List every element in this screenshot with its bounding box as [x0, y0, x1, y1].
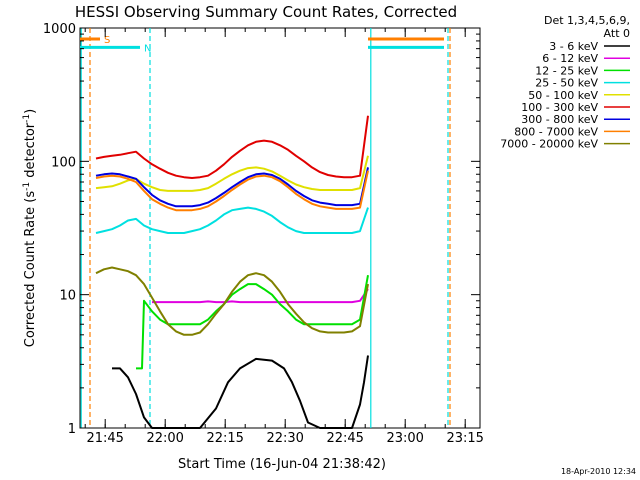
x-tick-label: 22:15	[206, 431, 243, 446]
series-line	[95, 206, 369, 234]
legend-header-line2: Att 0	[604, 27, 630, 40]
legend-label: 7000 - 20000 keV	[500, 138, 598, 151]
plot-area: SN	[79, 27, 481, 429]
series-line	[95, 167, 369, 208]
y-tick-label: 10	[59, 289, 76, 304]
y-tick-label: 100	[51, 155, 76, 170]
flag-label: S	[104, 35, 110, 46]
flag-label: N	[144, 43, 151, 54]
legend-label: 12 - 25 keV	[535, 64, 598, 77]
series-line	[152, 288, 369, 304]
timestamp: 18-Apr-2010 12:34	[561, 467, 636, 476]
series-group	[95, 115, 369, 429]
x-tick-label: 23:00	[386, 431, 423, 446]
flag-bars: SN	[80, 35, 444, 54]
y-axis-label: Corrected Count Rate (s-1 detector-1)	[22, 109, 38, 347]
x-tick-label: 22:00	[146, 431, 183, 446]
legend-label: 3 - 6 keV	[549, 40, 598, 53]
y-tick-label: 1	[68, 422, 76, 437]
x-tick-label: 23:15	[446, 431, 483, 446]
chart-title: HESSI Observing Summary Count Rates, Cor…	[75, 3, 457, 21]
legend-label: 6 - 12 keV	[542, 52, 598, 65]
x-tick-label: 22:30	[266, 431, 303, 446]
series-line	[95, 170, 369, 212]
series-line	[95, 115, 369, 179]
x-tick-label: 22:45	[326, 431, 363, 446]
legend-label: 25 - 50 keV	[535, 77, 598, 90]
legend-header-line1: Det 1,3,4,5,6,9,	[544, 14, 630, 27]
x-tick-label: 21:45	[86, 431, 123, 446]
series-line	[95, 266, 369, 336]
x-axis: 21:45 22:00 22:15 22:30 22:45 23:00 23:15	[84, 28, 484, 446]
legend-label: 300 - 800 keV	[521, 113, 598, 126]
x-axis-label: Start Time (16-Jun-04 21:38:42)	[178, 457, 386, 472]
series-line	[112, 355, 369, 429]
y-tick-label: 1000	[43, 22, 76, 37]
series-line	[95, 155, 369, 192]
y-axis: 1 10 100 1000	[43, 22, 480, 437]
plot-frame	[79, 27, 481, 429]
legend-label: 50 - 100 keV	[528, 89, 598, 102]
legend-label: 800 - 7000 keV	[514, 125, 598, 138]
legend-label: 100 - 300 keV	[521, 101, 598, 114]
